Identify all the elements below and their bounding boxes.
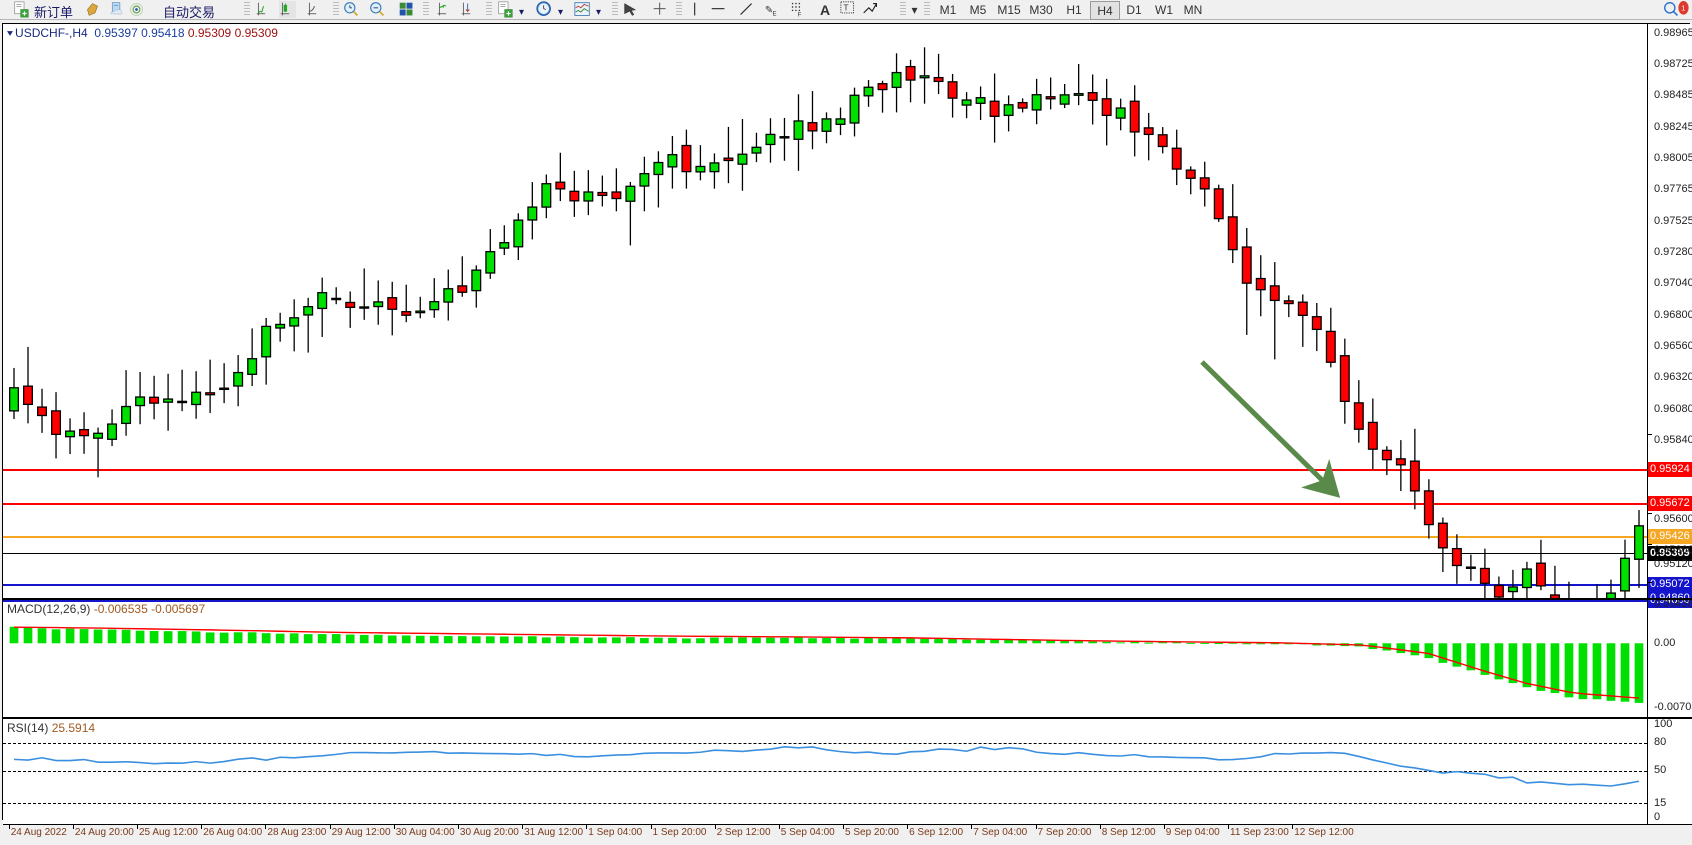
svg-text:E: E <box>773 11 777 17</box>
svg-text:1: 1 <box>1681 3 1685 12</box>
svg-text:F: F <box>798 12 802 18</box>
svg-text:T: T <box>843 2 848 12</box>
